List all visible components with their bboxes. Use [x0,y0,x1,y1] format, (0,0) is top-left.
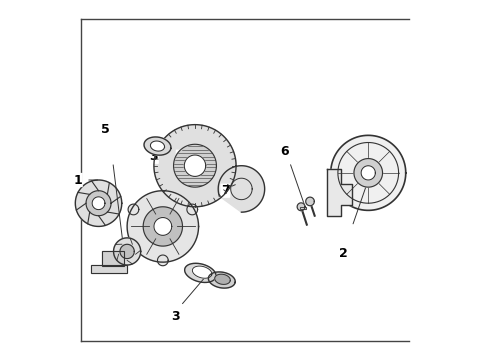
Text: 7: 7 [221,184,230,197]
Polygon shape [327,169,352,216]
Polygon shape [114,238,141,265]
Text: 2: 2 [339,247,347,260]
Polygon shape [86,191,111,216]
Polygon shape [193,266,212,278]
Text: 3: 3 [171,310,180,323]
Polygon shape [120,244,134,258]
Text: 6: 6 [280,145,289,158]
Polygon shape [92,197,105,210]
Polygon shape [218,166,265,212]
Polygon shape [306,197,314,206]
Polygon shape [154,217,172,235]
Bar [92,265,127,273]
Polygon shape [154,125,236,207]
Polygon shape [208,272,235,288]
Text: 5: 5 [101,123,110,136]
Polygon shape [173,144,217,187]
Text: 4: 4 [176,150,185,163]
Bar [102,251,123,266]
Polygon shape [361,166,375,180]
Polygon shape [187,204,197,215]
Polygon shape [184,155,206,176]
Text: 1: 1 [74,174,82,186]
Text: 3: 3 [149,150,158,163]
Polygon shape [331,135,406,210]
Bar [300,207,306,209]
Polygon shape [157,255,168,266]
Polygon shape [127,191,198,262]
Bar [102,251,123,266]
Polygon shape [128,204,139,215]
Polygon shape [215,274,230,284]
Polygon shape [150,141,165,151]
Polygon shape [185,263,216,283]
Bar [92,265,127,273]
Polygon shape [75,180,122,226]
Polygon shape [144,137,171,155]
Polygon shape [143,207,182,246]
Bar [300,207,306,209]
Polygon shape [297,203,305,211]
Polygon shape [354,158,383,187]
